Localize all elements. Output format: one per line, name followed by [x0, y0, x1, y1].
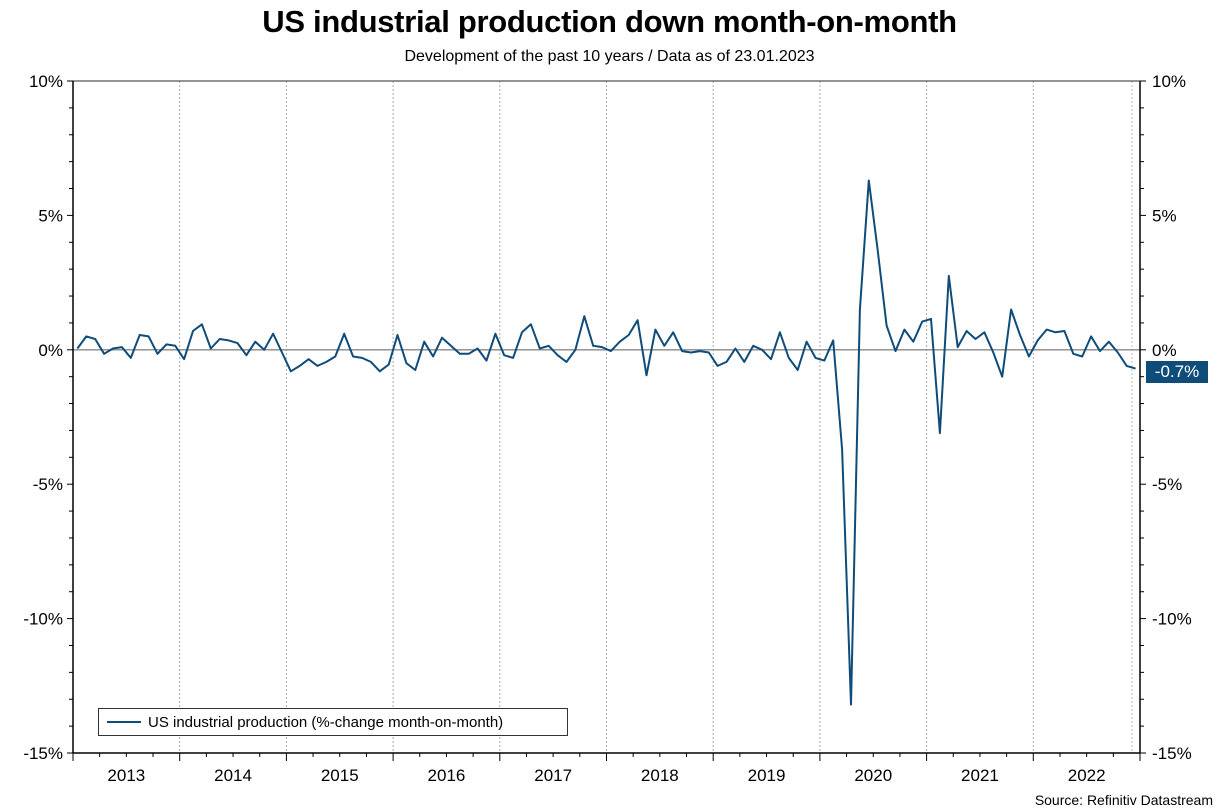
y-tick-label-left: 0%	[38, 341, 63, 360]
legend: US industrial production (%-change month…	[98, 708, 568, 736]
legend-swatch	[107, 721, 141, 723]
series-line	[76, 179, 1136, 706]
chart-title: US industrial production down month-on-m…	[262, 4, 957, 39]
x-tick-label: 2014	[214, 766, 252, 785]
x-tick-label: 2015	[321, 766, 359, 785]
legend-label: US industrial production (%-change month…	[148, 713, 504, 731]
x-tick-label: 2013	[107, 766, 145, 785]
y-tick-label-right: -15%	[1152, 744, 1192, 763]
y-tick-label-left: 5%	[38, 206, 63, 225]
x-tick-label: 2022	[1068, 766, 1106, 785]
x-tick-label: 2016	[428, 766, 466, 785]
x-tick-label: 2019	[748, 766, 786, 785]
y-tick-label-left: 10%	[29, 72, 63, 91]
chart-subtitle: Development of the past 10 years / Data …	[404, 48, 815, 65]
y-tick-label-right: 0%	[1152, 341, 1177, 360]
x-tick-label: 2021	[961, 766, 999, 785]
y-tick-label-right: 10%	[1152, 72, 1186, 91]
x-tick-label: 2020	[854, 766, 892, 785]
source-note: Source: Refinitiv Datastream	[1034, 792, 1213, 808]
x-tick-label: 2017	[534, 766, 572, 785]
x-tick-label: 2018	[641, 766, 679, 785]
y-tick-label-left: -15%	[23, 744, 63, 763]
y-tick-label-right: -10%	[1152, 610, 1192, 629]
y-tick-label-left: -10%	[23, 610, 63, 629]
y-tick-label-left: -5%	[33, 475, 63, 494]
last-value-badge: -0.7%	[1146, 361, 1208, 383]
series-points	[77, 180, 1136, 705]
y-tick-label-right: -5%	[1152, 475, 1182, 494]
y-tick-label-right: 5%	[1152, 206, 1177, 225]
